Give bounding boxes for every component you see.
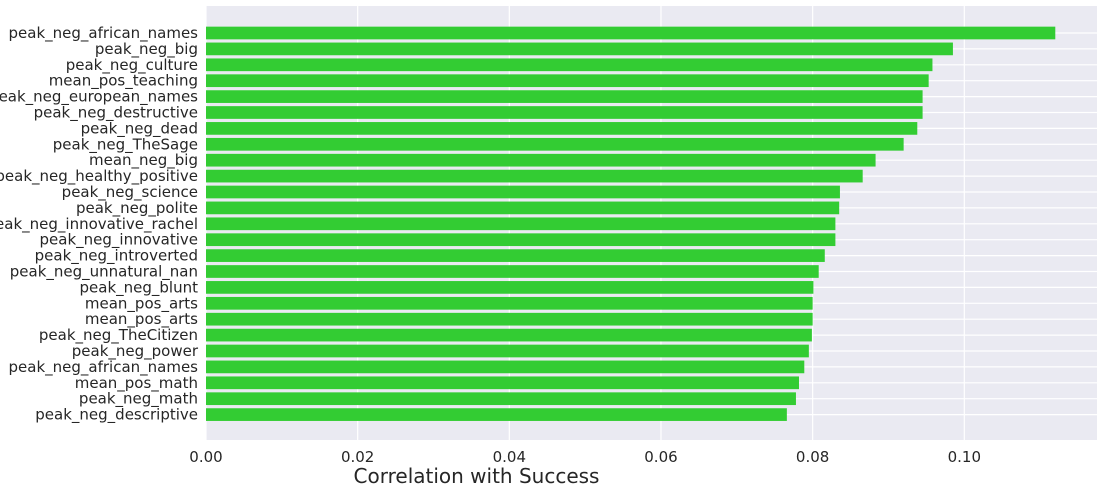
bar — [206, 344, 809, 358]
category-label: peak_neg_big — [95, 40, 198, 59]
bar — [206, 217, 836, 231]
category-label: mean_pos_arts — [85, 294, 198, 313]
category-label: peak_neg_dead — [81, 119, 198, 138]
bar — [206, 281, 814, 294]
x-tick-label: 0.02 — [341, 448, 374, 466]
bar — [206, 169, 863, 183]
category-label: peak_neg_culture — [66, 56, 198, 75]
bar — [206, 296, 813, 310]
bar — [206, 106, 923, 119]
category-label: peak_neg_european_names — [0, 88, 198, 107]
x-tick-label: 0.08 — [796, 448, 829, 466]
bar — [206, 392, 796, 406]
category-label: mean_pos_teaching — [49, 72, 198, 91]
bar — [206, 42, 953, 56]
category-label: peak_neg_science — [62, 183, 198, 202]
bar — [206, 376, 799, 390]
bar — [206, 312, 813, 326]
bar — [206, 185, 840, 199]
bar — [206, 137, 904, 151]
x-tick-label: 0.00 — [189, 448, 222, 466]
bar — [206, 265, 819, 278]
x-tick-label: 0.06 — [644, 448, 677, 466]
category-label: peak_neg_blunt — [80, 278, 199, 297]
bar — [206, 122, 918, 135]
category-label: mean_pos_arts — [85, 310, 198, 329]
x-tick-label: 0.10 — [948, 448, 981, 466]
bars — [206, 26, 1056, 421]
bar — [206, 360, 805, 374]
category-label: peak_neg_healthy_positive — [0, 167, 198, 186]
category-label: peak_neg_unnatural_nan — [10, 263, 198, 282]
x-tick-label: 0.04 — [493, 448, 526, 466]
category-label: peak_neg_african_names — [9, 358, 199, 377]
category-label: mean_pos_math — [75, 374, 198, 393]
bar — [206, 90, 923, 103]
category-label: peak_neg_polite — [76, 199, 198, 218]
category-label: peak_neg_innovative — [40, 231, 198, 250]
category-label: peak_neg_innovative_rachel — [0, 215, 198, 234]
bar — [206, 58, 933, 72]
bar — [206, 249, 825, 262]
category-label: peak_neg_descriptive — [35, 406, 198, 425]
category-label: peak_neg_math — [79, 390, 198, 409]
bar — [206, 233, 836, 247]
category-label: mean_neg_big — [89, 151, 198, 170]
category-label: peak_neg_destructive — [34, 104, 198, 123]
bar — [206, 328, 812, 342]
bar — [206, 153, 876, 167]
bar — [206, 201, 840, 215]
bar — [206, 74, 929, 88]
bar — [206, 408, 787, 421]
category-label: peak_neg_TheSage — [53, 135, 198, 154]
category-label: peak_neg_power — [72, 342, 199, 361]
category-labels: peak_neg_african_namespeak_neg_bigpeak_n… — [0, 24, 199, 425]
category-label: peak_neg_introverted — [35, 247, 198, 266]
category-label: peak_neg_TheCitizen — [39, 326, 198, 345]
bar — [206, 26, 1056, 40]
x-tick-labels: 0.00 0.02 0.04 0.06 0.08 0.10 — [189, 448, 981, 466]
category-label: peak_neg_african_names — [9, 24, 199, 43]
x-axis-title: Correlation with Success — [354, 464, 600, 488]
